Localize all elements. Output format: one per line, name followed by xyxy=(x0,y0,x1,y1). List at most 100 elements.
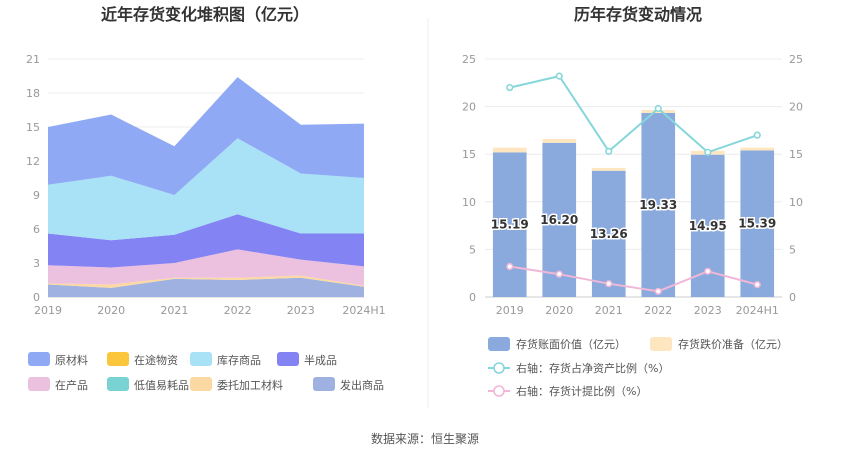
left-legend-label: 半成品 xyxy=(304,353,337,367)
ratio-to-net-assets-point xyxy=(605,147,613,155)
right-legend-swatch xyxy=(650,337,672,351)
right-right-y-tick-label: 15 xyxy=(789,148,803,161)
provision-ratio-line xyxy=(509,265,758,293)
right-legend-label: 存货账面价值（亿元） xyxy=(516,337,626,351)
provision-ratio-point xyxy=(506,262,514,271)
left-y-tick-label: 15 xyxy=(26,121,40,134)
book-value-bar xyxy=(591,170,626,297)
left-y-tick-label: 12 xyxy=(26,155,40,168)
left-y-tick-label: 9 xyxy=(33,189,40,202)
bar-value-label: 16.20 xyxy=(540,213,578,227)
right-legend-marker xyxy=(493,362,505,374)
impairment-bar xyxy=(591,167,626,171)
right-right-y-tick-label: 5 xyxy=(789,243,796,256)
left-x-tick-label: 2024H1 xyxy=(342,304,385,317)
left-chart-x-ticks: 2019 2020 2021 2022 2023 2024H1 xyxy=(34,304,386,317)
left-x-tick-label: 2021 xyxy=(160,304,188,317)
left-legend-swatch xyxy=(277,352,299,366)
right-x-tick-label: 2023 xyxy=(694,304,722,317)
left-x-tick-label: 2023 xyxy=(287,304,315,317)
left-y-tick-label: 6 xyxy=(33,223,40,236)
left-legend-swatch xyxy=(28,352,50,366)
right-legend-label: 存货跌价准备（亿元） xyxy=(678,337,788,351)
ratio-to-net-assets-point xyxy=(704,148,712,156)
right-left-y-tick-label: 0 xyxy=(469,291,476,304)
provision-ratio-point xyxy=(704,267,712,275)
left-y-tick-label: 21 xyxy=(26,53,40,66)
area-0 xyxy=(48,77,364,195)
book-value-bar xyxy=(492,152,527,297)
right-legend-swatch xyxy=(488,337,510,351)
left-legend-label: 低值易耗品 xyxy=(134,379,189,392)
right-left-y-tick-label: 20 xyxy=(462,101,476,114)
left-y-tick-label: 0 xyxy=(33,291,40,304)
left-legend-label: 发出商品 xyxy=(340,378,384,392)
right-right-y-tick-label: 20 xyxy=(789,101,803,114)
book-value-bar xyxy=(740,150,775,297)
data-source: 数据来源：恒生聚源 xyxy=(371,431,479,446)
right-left-y-tick-label: 25 xyxy=(462,53,476,66)
area-3 xyxy=(48,214,364,268)
right-chart-grid xyxy=(485,58,782,298)
right-left-y-tick-label: 10 xyxy=(462,196,476,209)
right-chart-legend: 存货账面价值（亿元） 存货跌价准备（亿元） 右轴：存货占净资产比例（%） 右轴：存货计… xyxy=(488,337,788,398)
right-legend-label: 右轴：存货占净资产比例（%） xyxy=(516,361,669,375)
book-value-bar xyxy=(641,112,676,298)
bar-value-label: 13.26 xyxy=(590,227,628,241)
right-right-y-tick-label: 0 xyxy=(789,291,796,304)
right-left-y-tick-label: 5 xyxy=(469,243,476,256)
left-legend-label: 库存商品 xyxy=(217,353,261,367)
area-2 xyxy=(48,138,364,241)
area-7 xyxy=(48,277,364,297)
left-y-tick-label: 18 xyxy=(26,87,40,100)
bar-value-label: 15.19 xyxy=(491,218,529,232)
left-x-tick-label: 2020 xyxy=(97,304,125,317)
impairment-bar xyxy=(740,147,775,151)
right-chart-bar-labels: 15.19 16.20 13.26 19.33 14.95 15.39 xyxy=(489,196,777,242)
right-chart-lines xyxy=(506,72,761,295)
right-x-tick-label: 2019 xyxy=(496,304,524,317)
left-legend-label: 原材料 xyxy=(55,353,88,367)
area-4 xyxy=(48,249,364,286)
left-legend-label: 在途物资 xyxy=(134,353,178,367)
right-x-tick-label: 2024H1 xyxy=(736,304,779,317)
right-x-tick-label: 2022 xyxy=(644,304,672,317)
right-left-y-tick-label: 15 xyxy=(462,148,476,161)
left-x-tick-label: 2022 xyxy=(224,304,252,317)
left-legend-label: 在产品 xyxy=(55,378,88,392)
right-legend-label: 右轴：存货计提比例（%） xyxy=(516,384,647,398)
provision-ratio-point xyxy=(555,270,563,278)
right-x-tick-label: 2020 xyxy=(545,304,573,317)
left-legend-swatch xyxy=(107,352,129,366)
left-legend-swatch xyxy=(107,377,129,391)
ratio-to-net-assets-line xyxy=(509,74,758,154)
left-x-tick-label: 2019 xyxy=(34,304,62,317)
impairment-bar xyxy=(492,147,527,153)
left-legend-swatch xyxy=(28,377,50,391)
provision-ratio-point xyxy=(654,287,662,295)
ratio-to-net-assets-point xyxy=(506,83,514,92)
left-chart-y-ticks: 0 3 6 9 12 15 18 21 xyxy=(26,53,40,304)
right-legend-marker xyxy=(493,385,505,397)
right-right-y-tick-label: 10 xyxy=(789,196,803,209)
area-6 xyxy=(48,275,364,288)
ratio-to-net-assets-point xyxy=(654,104,662,113)
right-right-y-tick-label: 25 xyxy=(789,53,803,66)
impairment-bar xyxy=(542,138,577,143)
provision-ratio-point xyxy=(753,281,761,289)
left-legend-swatch xyxy=(190,352,212,366)
bar-value-label: 15.39 xyxy=(738,217,776,231)
right-chart-bars xyxy=(492,110,775,298)
left-chart-areas xyxy=(48,77,364,297)
right-chart-title: 历年存货变动情况 xyxy=(574,5,702,24)
left-chart-title: 近年存货变化堆积图（亿元） xyxy=(101,5,309,24)
left-legend-swatch xyxy=(313,377,335,391)
right-chart-y-ticks: 0 5 10 15 20 25 0 5 10 15 20 25 xyxy=(462,53,803,304)
left-y-tick-label: 3 xyxy=(33,257,40,270)
provision-ratio-point xyxy=(605,280,613,288)
bar-value-label: 19.33 xyxy=(639,198,677,212)
ratio-to-net-assets-point xyxy=(555,72,563,80)
